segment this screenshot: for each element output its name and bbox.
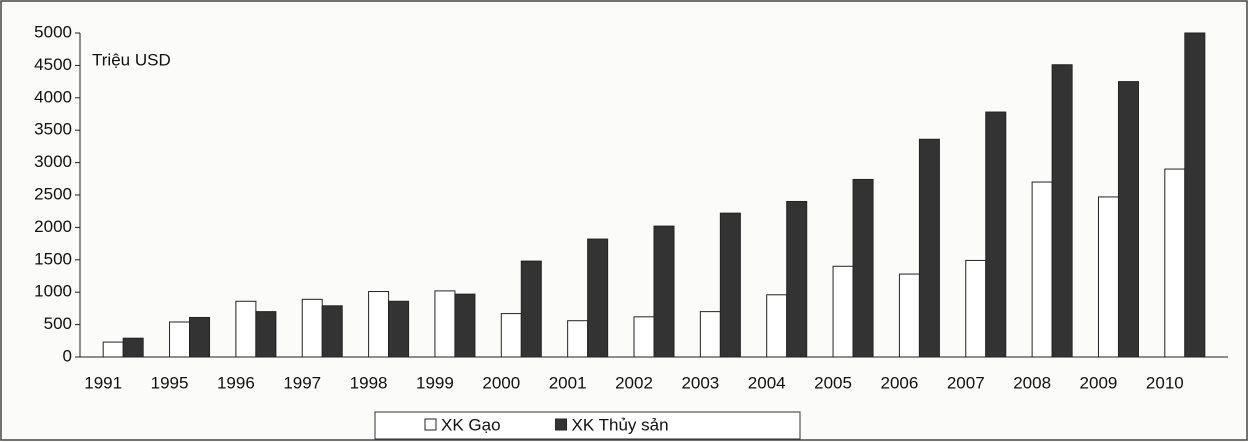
legend-label: XK Gạo — [441, 415, 501, 434]
legend-swatch — [424, 418, 437, 431]
bar — [567, 320, 589, 358]
bar — [368, 291, 390, 358]
y-tick-label: 3000 — [34, 152, 72, 171]
bar — [189, 316, 211, 358]
bar — [633, 316, 655, 358]
x-tick-label: 1998 — [350, 373, 388, 392]
y-tick-label: 1500 — [34, 249, 72, 268]
bar — [169, 321, 191, 358]
x-tick-label: 2005 — [814, 373, 852, 392]
legend-box — [374, 411, 801, 440]
legend-label: XK Thủy sản — [572, 415, 669, 434]
bar — [965, 259, 987, 358]
bar — [255, 311, 277, 358]
x-tick-label: 2008 — [1013, 373, 1051, 392]
bar — [653, 225, 675, 358]
legend-swatch — [555, 418, 568, 431]
x-tick-label: 2004 — [748, 373, 786, 392]
bar — [500, 313, 522, 358]
bar — [852, 178, 874, 358]
x-tick-label: 2002 — [615, 373, 653, 392]
bar — [102, 341, 124, 358]
y-tick-label: 0 — [63, 346, 72, 365]
bar — [1051, 64, 1073, 358]
bar — [520, 260, 542, 358]
x-tick-label: 2001 — [549, 373, 587, 392]
x-tick-label: 1996 — [217, 373, 255, 392]
x-tick-label: 2007 — [947, 373, 985, 392]
y-tick-label: 5000 — [34, 22, 72, 41]
unit-annotation: Triệu USD — [92, 50, 171, 69]
bar — [918, 138, 940, 358]
x-tick-label: 1995 — [151, 373, 189, 392]
bar — [1117, 81, 1139, 358]
bar — [1184, 32, 1206, 358]
bar — [434, 290, 456, 358]
bar — [388, 300, 410, 358]
y-tick-label: 2500 — [34, 184, 72, 203]
x-tick-label: 1997 — [283, 373, 321, 392]
x-tick-label: 2006 — [880, 373, 918, 392]
x-tick-label: 2003 — [681, 373, 719, 392]
x-tick-label: 2009 — [1080, 373, 1118, 392]
bar — [832, 265, 854, 358]
bar — [985, 111, 1007, 358]
y-tick-label: 3500 — [34, 120, 72, 139]
bar — [786, 200, 808, 358]
bar — [1031, 181, 1053, 358]
y-tick-label: 4000 — [34, 87, 72, 106]
y-tick-label: 2000 — [34, 217, 72, 236]
y-tick-label: 500 — [44, 314, 72, 333]
y-tick-label: 1000 — [34, 282, 72, 301]
bar — [301, 298, 323, 358]
bar — [1164, 168, 1186, 358]
bar — [235, 300, 257, 358]
bar — [699, 311, 721, 358]
bar — [321, 305, 343, 358]
y-tick-label: 4500 — [34, 55, 72, 74]
bar — [587, 238, 609, 358]
bar — [454, 293, 476, 358]
bar — [122, 337, 144, 358]
x-tick-label: 2000 — [482, 373, 520, 392]
bar — [898, 273, 920, 358]
x-tick-label: 1991 — [84, 373, 122, 392]
x-tick-label: 2010 — [1146, 373, 1184, 392]
bar — [766, 294, 788, 358]
bar — [1097, 196, 1119, 358]
x-tick-label: 1999 — [416, 373, 454, 392]
bar — [719, 212, 741, 358]
